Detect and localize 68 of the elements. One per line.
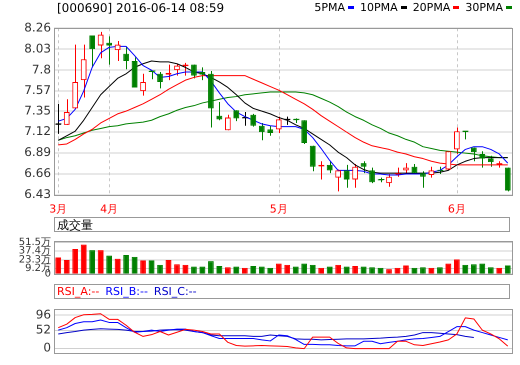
candlestick [98,31,104,59]
candlestick [504,167,511,192]
bar [454,259,460,274]
candlestick [326,160,333,174]
bar [208,261,214,274]
x-tick-label: 5月 [270,202,288,216]
candlestick [276,116,282,134]
candlestick [360,160,366,174]
bar [64,260,70,274]
candlestick [114,40,120,62]
series-label: RSI_A:-- [57,285,100,298]
bar [72,248,78,274]
candlestick [344,164,350,188]
candlestick [420,170,426,188]
legend-label: 30PMA [465,1,503,14]
candlestick [80,44,87,98]
x-tick-label: 4月 [100,202,118,216]
chart-title: 成交量 [54,217,510,232]
candlestick [89,34,96,68]
legend-label: 10PMA [360,1,398,14]
candlestick [191,64,197,79]
candlestick [216,102,222,121]
candlestick [369,167,375,184]
candlestick [386,174,392,188]
y-tick-label: 8.26 [24,20,51,34]
candlestick [174,63,180,76]
bar [166,260,172,274]
candlestick [310,145,316,172]
text: RSI_C:-- [154,285,197,298]
candlestick [225,114,231,131]
bar [114,258,120,274]
bar [132,256,138,274]
y-tick-label: 52 [36,322,51,337]
y-tick-label: 6.89 [24,145,51,160]
bar [98,250,104,274]
candlestick [157,71,163,89]
bar [301,264,308,274]
legend-label: 5PMA [314,1,346,14]
y-tick-label: 7.8 [32,62,51,76]
y-tick-label: 7.12 [24,124,51,138]
legend-label: 20PMA [412,1,450,14]
text: RSI_B:-- [105,285,148,298]
bar [148,260,154,274]
y-tick-label: 0 [43,340,51,355]
y-tick-label: 8.03 [24,41,51,56]
candlestick [454,127,460,154]
y-tick-label: 6.66 [24,166,51,180]
candlestick [123,46,129,70]
x-tick-label: 6月 [448,202,466,216]
y-tick-label: 7.35 [24,103,51,118]
bar [479,264,486,274]
bar [89,250,96,274]
bar [276,264,282,274]
candlestick [301,120,308,144]
y-tick-label: 7.57 [24,83,51,98]
bar [446,264,452,274]
y-tick-label: 6.43 [24,187,51,202]
bar [55,258,62,274]
y-tick-label: 96 [36,307,51,322]
bar [80,244,87,274]
candlestick [403,162,409,174]
x-tick-label: 3月 [49,202,68,216]
candlestick [258,122,265,141]
candlestick [428,166,434,178]
candlestick [352,164,358,188]
candlestick [64,98,70,126]
bar [140,260,146,274]
chart-title: [000690] 2016-06-14 08:59 [57,1,224,15]
